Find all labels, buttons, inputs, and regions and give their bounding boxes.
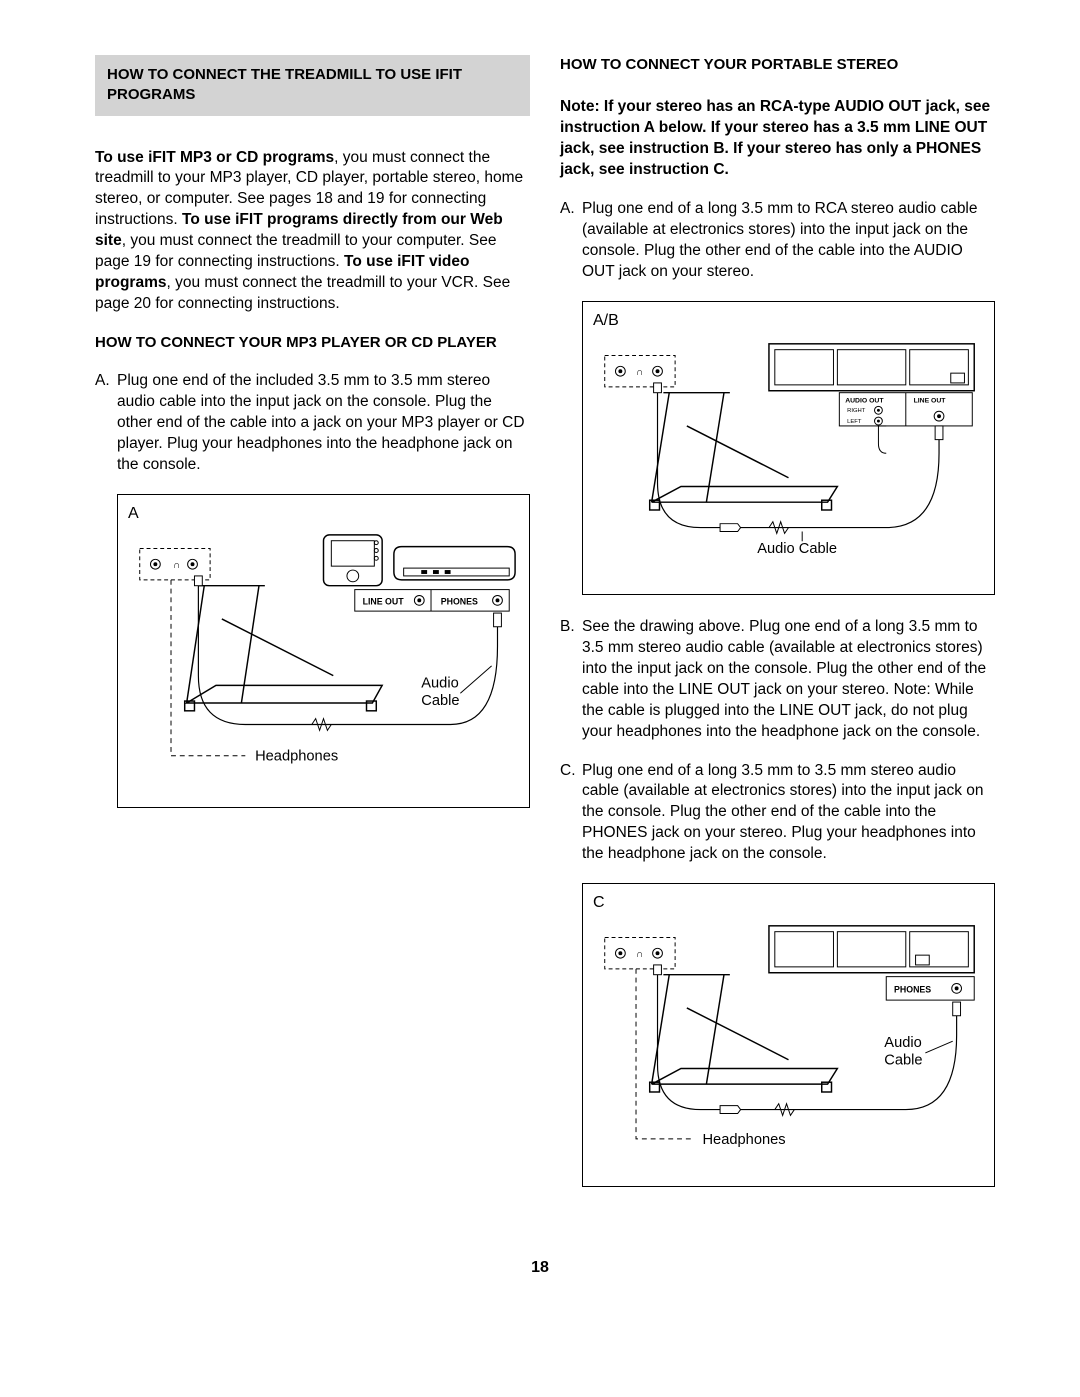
diagram-ab-tag: A/B [593,312,984,330]
svg-text:Headphones: Headphones [255,748,338,764]
svg-text:LINE OUT: LINE OUT [914,397,947,404]
section-header-ifit: HOW TO CONNECT THE TREADMILL TO USE IFIT… [95,55,530,116]
list-marker: B. [560,617,582,743]
svg-text:∩: ∩ [173,560,180,571]
svg-text:∩: ∩ [636,949,643,960]
stereo-note: Note: If your stereo has an RCA-type AUD… [560,97,995,181]
svg-text:RIGHT: RIGHT [847,408,866,414]
left-column: HOW TO CONNECT THE TREADMILL TO USE IFIT… [95,55,530,1209]
list-marker: C. [560,761,582,866]
diagram-a-tag: A [128,505,519,523]
right-item-b: B. See the drawing above. Plug one end o… [560,617,995,743]
list-body: Plug one end of a long 3.5 mm to RCA ste… [582,199,995,283]
svg-text:Cable: Cable [884,1053,922,1069]
right-item-c: C. Plug one end of a long 3.5 mm to 3.5 … [560,761,995,866]
manual-page: HOW TO CONNECT THE TREADMILL TO USE IFIT… [0,0,1080,1249]
list-body: See the drawing above. Plug one end of a… [582,617,995,743]
list-marker: A. [560,199,582,283]
diagram-ab-svg: ∩ AUDIO OUT RIGHT LEFT LINE OUT [593,336,984,580]
svg-text:∩: ∩ [636,367,643,378]
svg-text:LEFT: LEFT [847,419,862,425]
svg-text:PHONES: PHONES [441,596,478,606]
page-number: 18 [0,1249,1080,1307]
intro-paragraph: To use iFIT MP3 or CD programs, you must… [95,148,530,315]
diagram-ab: A/B ∩ AUDIO OUT RIGHT LEFT [582,301,995,595]
svg-text:AUDIO OUT: AUDIO OUT [845,397,884,404]
left-item-a: A. Plug one end of the included 3.5 mm t… [95,371,530,476]
intro-bold-1: To use iFIT MP3 or CD programs [95,149,334,166]
diagram-c-tag: C [593,894,984,912]
svg-text:PHONES: PHONES [894,984,931,994]
svg-text:Audio Cable: Audio Cable [757,541,837,557]
svg-text:LINE OUT: LINE OUT [363,596,405,606]
subheading-mp3: HOW TO CONNECT YOUR MP3 PLAYER OR CD PLA… [95,333,530,353]
svg-text:Headphones: Headphones [702,1132,785,1148]
right-item-a: A. Plug one end of a long 3.5 mm to RCA … [560,199,995,283]
section-header-stereo: HOW TO CONNECT YOUR PORTABLE STEREO [560,55,995,75]
list-body: Plug one end of the included 3.5 mm to 3… [117,371,530,476]
svg-text:Audio: Audio [421,675,459,691]
right-column: HOW TO CONNECT YOUR PORTABLE STEREO Note… [560,55,995,1209]
diagram-c-svg: ∩ PHONES [593,918,984,1172]
diagram-c: C ∩ PHONES [582,883,995,1187]
list-body: Plug one end of a long 3.5 mm to 3.5 mm … [582,761,995,866]
svg-text:Audio: Audio [884,1035,922,1051]
diagram-a: A ∩ LINE OUT PHO [117,494,530,808]
svg-text:Cable: Cable [421,693,459,709]
diagram-a-svg: ∩ LINE OUT PHONES [128,529,519,793]
list-marker: A. [95,371,117,476]
